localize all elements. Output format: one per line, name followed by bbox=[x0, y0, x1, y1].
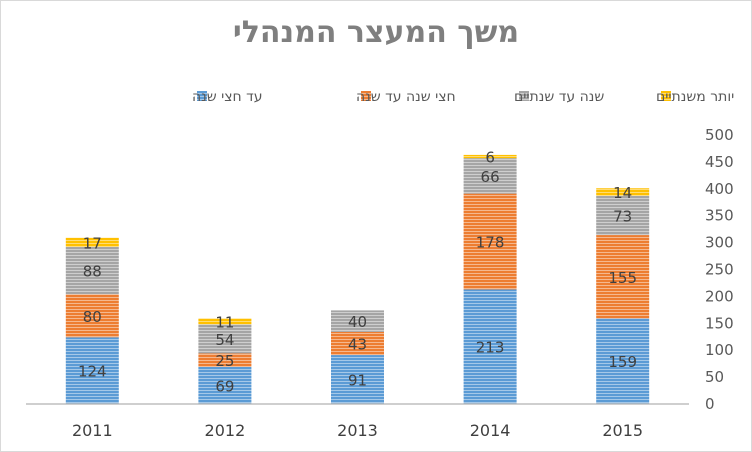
legend-label: יותר משנתיים bbox=[656, 89, 734, 105]
bar-segment-2012-יותר-משנתיים bbox=[198, 318, 252, 325]
data-label: 14 bbox=[613, 184, 632, 202]
legend-swatch bbox=[197, 91, 207, 101]
bar-segment-2015-שנה-עד-שנתיים bbox=[596, 195, 650, 236]
data-label: 80 bbox=[83, 308, 102, 326]
y-tick-label: 350 bbox=[705, 207, 734, 225]
y-tick-label: 500 bbox=[705, 126, 734, 144]
bar-segment-2014-עד-חצי-שנה bbox=[463, 289, 517, 404]
legend-swatch bbox=[661, 91, 671, 101]
legend-swatch bbox=[519, 91, 529, 101]
x-tick-label: 2013 bbox=[337, 421, 378, 440]
legend-swatch bbox=[361, 91, 371, 101]
x-tick-label: 2012 bbox=[205, 421, 246, 440]
bar-segment-2011-עד-חצי-שנה bbox=[65, 337, 119, 404]
data-label: 40 bbox=[348, 313, 367, 331]
data-label: 43 bbox=[348, 335, 367, 353]
legend-item-1: חצי שנה עד שנה bbox=[356, 89, 456, 105]
x-tick-label: 2015 bbox=[602, 421, 643, 440]
bar-segment-2012-חצי-שנה-עד-שנה bbox=[198, 353, 252, 367]
bar-segment-2014-חצי-שנה-עד-שנה bbox=[463, 193, 517, 290]
bar-segment-2015-חצי-שנה-עד-שנה bbox=[596, 235, 650, 319]
chart-legend: עד חצי שנה חצי שנה עד שנה שנה עד שנתיים יות… bbox=[192, 89, 734, 105]
data-label: 17 bbox=[83, 234, 102, 252]
legend-item-0: עד חצי שנה bbox=[192, 89, 263, 105]
bar-segment-2012-שנה-עד-שנתיים bbox=[198, 324, 252, 354]
bar-stack-2011: 124 80 88 17 bbox=[65, 234, 119, 404]
y-tick-label: 400 bbox=[705, 180, 734, 198]
x-tick-label: 2011 bbox=[72, 421, 113, 440]
data-label: 6 bbox=[485, 149, 495, 167]
data-label: 124 bbox=[78, 363, 107, 381]
legend-label: שנה עד שנתיים bbox=[514, 89, 604, 105]
x-tick-label: 2014 bbox=[470, 421, 511, 440]
bar-segment-2013-חצי-שנה-עד-שנה bbox=[331, 331, 384, 356]
legend-item-2: שנה עד שנתיים bbox=[514, 89, 604, 105]
y-tick-label: 300 bbox=[705, 234, 734, 252]
data-label: 69 bbox=[215, 377, 234, 395]
legend-label: עד חצי שנה bbox=[192, 89, 263, 105]
bar-segment-2011-חצי-שנה-עד-שנה bbox=[65, 294, 119, 338]
data-label: 88 bbox=[83, 263, 102, 281]
data-label: 25 bbox=[215, 352, 234, 370]
bar-segment-2011-שנה-עד-שנתיים bbox=[65, 246, 119, 295]
bar-segment-2014-יותר-משנתיים bbox=[463, 154, 517, 159]
data-label: 178 bbox=[476, 234, 505, 252]
y-tick-label: 100 bbox=[705, 341, 734, 359]
data-label: 159 bbox=[608, 353, 637, 371]
bar-segment-2013-עד-חצי-שנה bbox=[331, 355, 384, 404]
data-label: 155 bbox=[608, 269, 637, 287]
y-tick-label: 250 bbox=[705, 261, 734, 279]
data-label: 11 bbox=[215, 313, 234, 331]
y-tick-label: 0 bbox=[705, 395, 715, 413]
y-tick-label: 450 bbox=[705, 153, 734, 171]
data-label: 54 bbox=[215, 331, 234, 349]
bar-stack-2014: 213 178 666 bbox=[463, 149, 517, 404]
data-label: 73 bbox=[613, 207, 632, 225]
data-label: 91 bbox=[348, 372, 367, 390]
legend-item-3: יותר משנתיים bbox=[656, 89, 734, 105]
data-label: 213 bbox=[476, 339, 505, 357]
data-label: 66 bbox=[481, 168, 500, 186]
chart-title: משך המעצר המנהלי bbox=[232, 15, 520, 50]
bar-segment-2015-עד-חצי-שנה bbox=[596, 318, 650, 404]
bar-segment-2014-שנה-עד-שנתיים bbox=[463, 158, 517, 194]
bar-segment-2013-שנה-עד-שנתיים bbox=[331, 310, 384, 332]
bar-stack-2015: 159 155 73 14 bbox=[596, 184, 650, 404]
bar-segment-2015-יותר-משנתיים bbox=[596, 188, 650, 196]
bar-segment-2012-עד-חצי-שנה bbox=[198, 366, 252, 404]
bar-segment-2011-יותר-משנתיים bbox=[65, 237, 119, 247]
y-tick-label: 50 bbox=[705, 368, 724, 386]
bar-stack-2013: 91 43 40 bbox=[331, 310, 384, 404]
y-tick-label: 200 bbox=[705, 287, 734, 305]
legend-label: חצי שנה עד שנה bbox=[356, 89, 456, 105]
y-tick-label: 150 bbox=[705, 314, 734, 332]
axes: 2011 2012 2013 2014 2015 0 50 100 150 200 250 300 35… bbox=[26, 126, 734, 440]
